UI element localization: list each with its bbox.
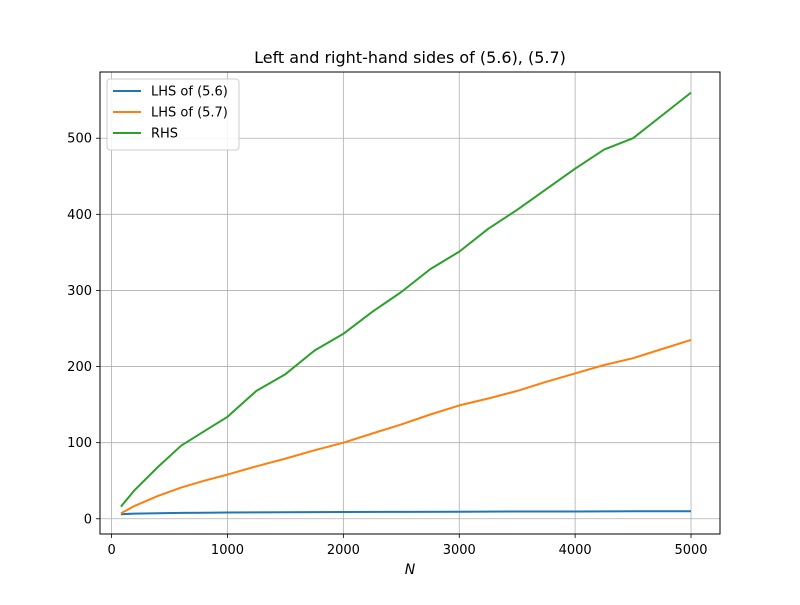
legend: LHS of (5.6) LHS of (5.7) RHS [106, 78, 240, 151]
y-tick-label: 400 [67, 208, 92, 223]
series-line-2 [120, 338, 692, 515]
y-tick-label: 300 [67, 284, 92, 299]
series-lines [120, 91, 692, 516]
series-line-3 [120, 91, 692, 508]
y-tick-label: 500 [67, 132, 92, 147]
x-tick-label: 3000 [443, 543, 476, 558]
legend-label: LHS of (5.6) [151, 85, 228, 100]
y-tick-label: 200 [67, 360, 92, 375]
y-tick-label: 0 [84, 512, 92, 527]
y-tick-label: 100 [67, 436, 92, 451]
x-tick-label: 5000 [674, 543, 707, 558]
grid [100, 72, 720, 534]
legend-label: RHS [151, 127, 178, 142]
x-tick-label: 0 [107, 543, 115, 558]
plot-area-frame [99, 71, 721, 535]
series-line-1 [120, 510, 692, 516]
x-tick-label: 4000 [559, 543, 592, 558]
x-tick-label: 1000 [211, 543, 244, 558]
legend-label: LHS of (5.7) [151, 106, 228, 121]
axis-ticks: 0 1000 2000 3000 4000 5000 0 100 200 300 400 500 [67, 132, 707, 558]
chart-title: Left and right-hand sides of (5.6), (5.7… [254, 48, 566, 67]
x-axis-label: N [405, 562, 416, 578]
x-tick-label: 2000 [327, 543, 360, 558]
